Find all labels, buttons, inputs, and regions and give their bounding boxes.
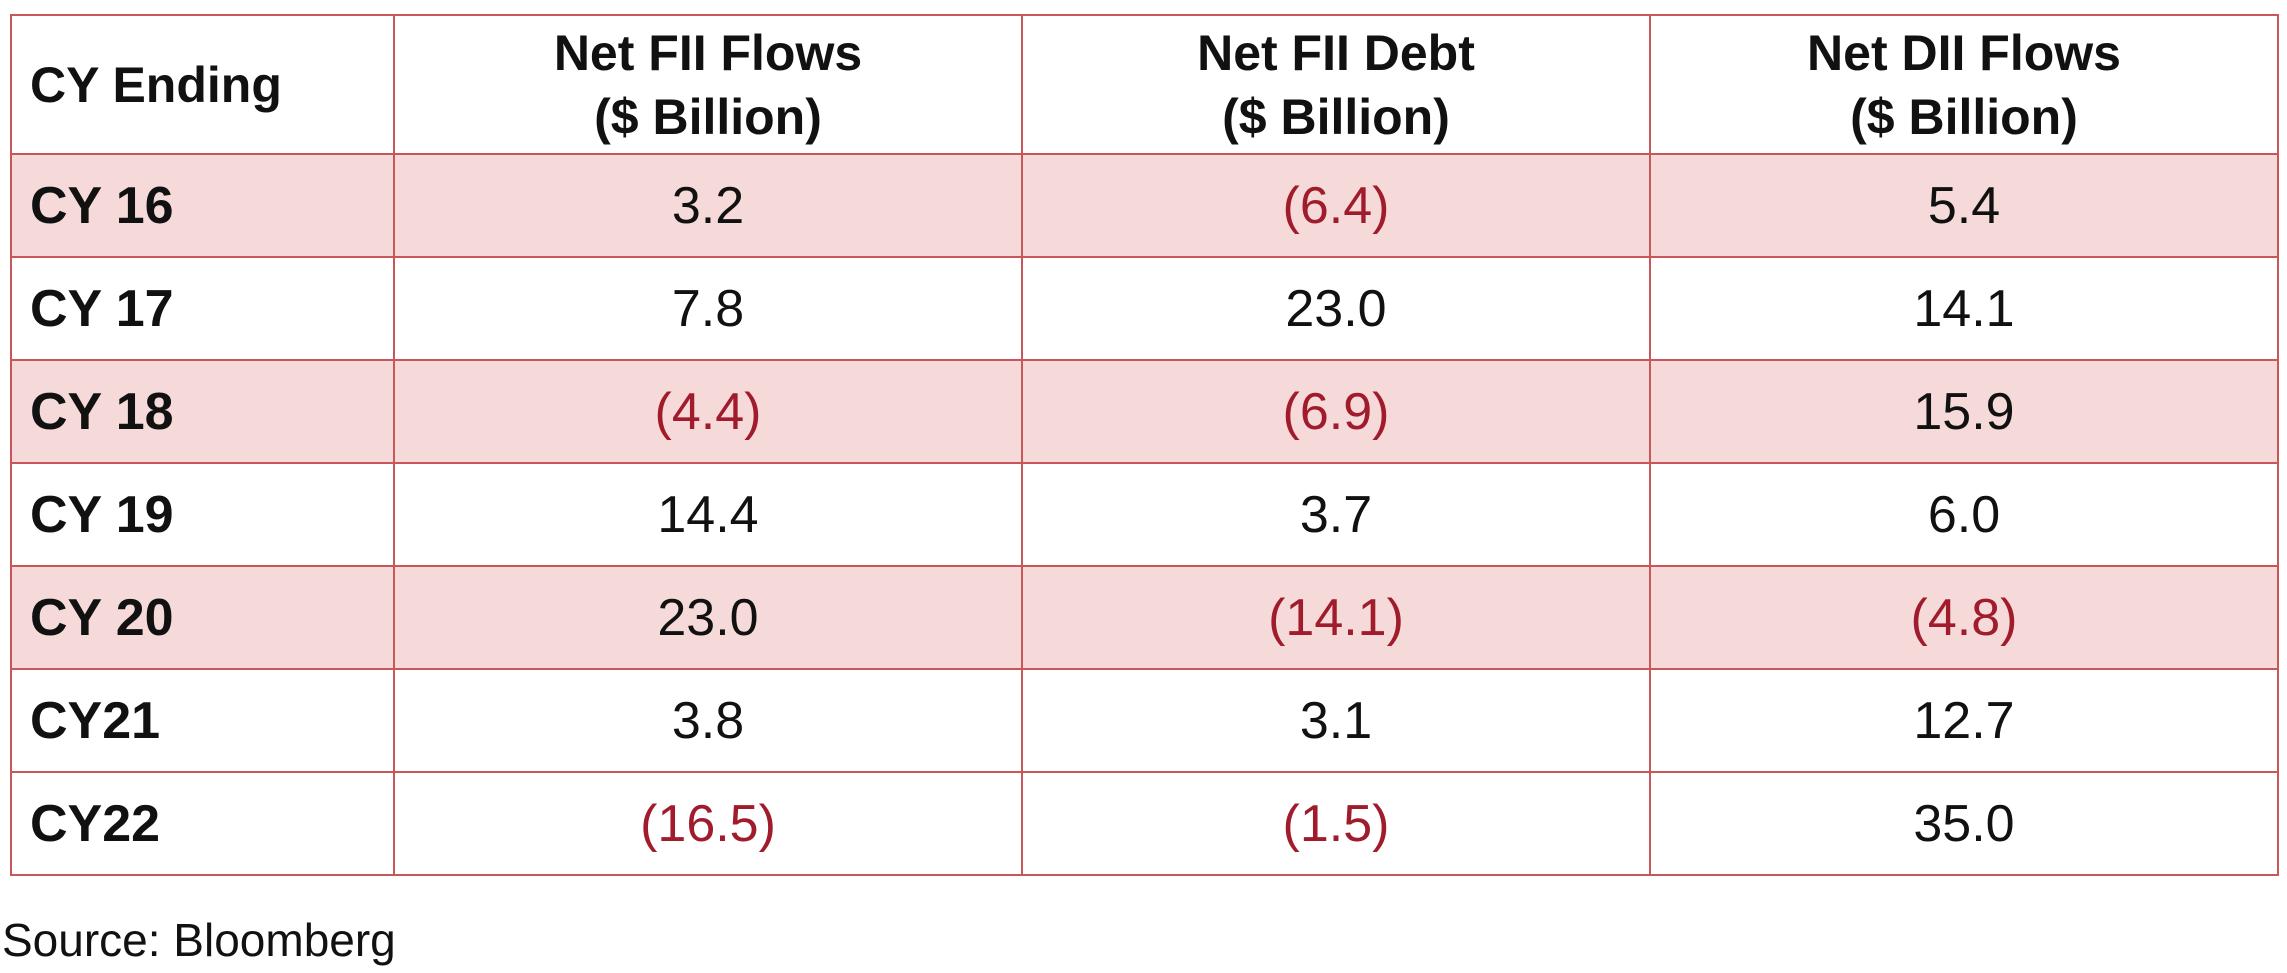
header-cy-ending: CY Ending [10, 14, 395, 155]
value-cell: 14.4 [393, 462, 1023, 567]
table-row: CY 18 (4.4) (6.9) 15.9 [10, 359, 2279, 464]
table-row: CY21 3.8 3.1 12.7 [10, 668, 2279, 773]
header-net-fii-debt: Net FII Debt ($ Billion) [1021, 14, 1651, 155]
table-row: CY 19 14.4 3.7 6.0 [10, 462, 2279, 567]
value-cell: 12.7 [1649, 668, 2279, 773]
table-row: CY 16 3.2 (6.4) 5.4 [10, 153, 2279, 258]
table-row: CY22 (16.5) (1.5) 35.0 [10, 771, 2279, 876]
header-row: CY Ending Net FII Flows ($ Billion) Net … [10, 14, 2279, 155]
value-cell: 35.0 [1649, 771, 2279, 876]
row-label: CY 19 [10, 462, 395, 567]
value-cell: 3.1 [1021, 668, 1651, 773]
header-line: ($ Billion) [1222, 88, 1450, 145]
table-row: CY 20 23.0 (14.1) (4.8) [10, 565, 2279, 670]
value-cell: (6.4) [1021, 153, 1651, 258]
header-line: ($ Billion) [1850, 88, 2078, 145]
header-line: CY Ending [30, 56, 282, 113]
value-cell: 6.0 [1649, 462, 2279, 567]
header-line: Net DII Flows [1807, 24, 2121, 81]
value-cell: 3.2 [393, 153, 1023, 258]
value-cell: 23.0 [1021, 256, 1651, 361]
value-cell: (1.5) [1021, 771, 1651, 876]
header-net-dii-flows: Net DII Flows ($ Billion) [1649, 14, 2279, 155]
header-line: ($ Billion) [594, 88, 822, 145]
value-cell: (4.8) [1649, 565, 2279, 670]
row-label: CY 18 [10, 359, 395, 464]
header-net-fii-flows: Net FII Flows ($ Billion) [393, 14, 1023, 155]
table-body: CY 16 3.2 (6.4) 5.4 CY 17 7.8 23.0 14.1 CY 18 (4.… [10, 153, 2279, 876]
value-cell: 3.8 [393, 668, 1023, 773]
source-note: Source: Bloomberg [2, 914, 396, 966]
row-label: CY 16 [10, 153, 395, 258]
row-label: CY21 [10, 668, 395, 773]
table-row: CY 17 7.8 23.0 14.1 [10, 256, 2279, 361]
header-line: Net FII Debt [1197, 24, 1475, 81]
value-cell: 15.9 [1649, 359, 2279, 464]
fund-flows-table: CY Ending Net FII Flows ($ Billion) Net … [10, 14, 2279, 876]
value-cell: 7.8 [393, 256, 1023, 361]
value-cell: 23.0 [393, 565, 1023, 670]
value-cell: 5.4 [1649, 153, 2279, 258]
row-label: CY 20 [10, 565, 395, 670]
header-line: Net FII Flows [553, 24, 863, 81]
row-label: CY 17 [10, 256, 395, 361]
value-cell: (6.9) [1021, 359, 1651, 464]
value-cell: 14.1 [1649, 256, 2279, 361]
row-label: CY22 [10, 771, 395, 876]
value-cell: (16.5) [393, 771, 1023, 876]
value-cell: (14.1) [1021, 565, 1651, 670]
value-cell: 3.7 [1021, 462, 1651, 567]
value-cell: (4.4) [393, 359, 1023, 464]
